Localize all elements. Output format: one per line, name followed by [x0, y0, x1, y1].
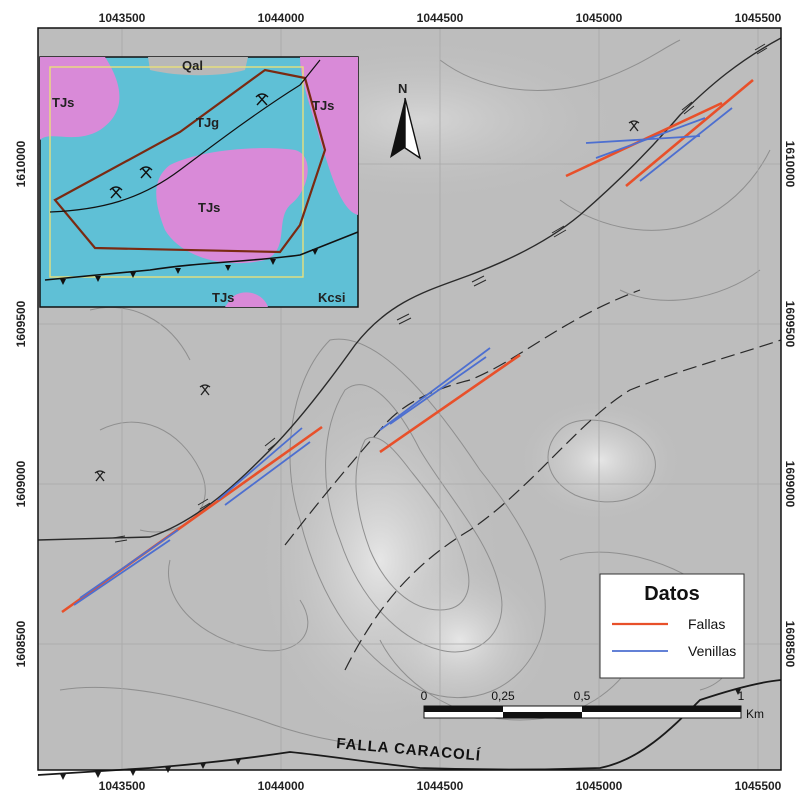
svg-text:1609000: 1609000 — [14, 460, 28, 507]
svg-text:1044500: 1044500 — [417, 779, 464, 793]
y-axis-right: 1610000 1609500 1609000 1608500 — [783, 141, 797, 668]
svg-text:1610000: 1610000 — [14, 140, 28, 187]
svg-text:TJs: TJs — [198, 200, 220, 215]
venillas-lines — [73, 107, 733, 606]
svg-text:1: 1 — [738, 689, 745, 703]
main-fault — [37, 37, 782, 541]
svg-text:1045000: 1045000 — [576, 11, 623, 25]
svg-text:TJs: TJs — [212, 290, 234, 305]
svg-text:1044500: 1044500 — [417, 11, 464, 25]
inferred-faults — [284, 289, 782, 671]
svg-text:0,5: 0,5 — [574, 689, 591, 703]
north-arrow: N — [390, 81, 422, 160]
svg-text:1045500: 1045500 — [735, 11, 782, 25]
svg-text:1608500: 1608500 — [783, 621, 797, 668]
svg-text:1608500: 1608500 — [14, 620, 28, 667]
svg-text:0: 0 — [421, 689, 428, 703]
x-axis-top: 1043500 1044000 1044500 1045000 1045500 — [99, 11, 782, 25]
legend-label-fallas: Fallas — [688, 616, 725, 632]
svg-text:Qal: Qal — [182, 58, 203, 73]
svg-text:1609000: 1609000 — [783, 461, 797, 508]
fault-offset-marks — [112, 43, 768, 543]
svg-text:1045000: 1045000 — [576, 779, 623, 793]
x-axis-bottom: 1043500 1044000 1044500 1045000 1045500 — [99, 779, 782, 793]
legend-label-venillas: Venillas — [688, 643, 736, 659]
svg-text:1044000: 1044000 — [258, 779, 305, 793]
svg-text:TJs: TJs — [312, 98, 334, 113]
svg-text:Km: Km — [746, 707, 764, 721]
svg-text:1045500: 1045500 — [735, 779, 782, 793]
inset-map: Qal TJs TJg TJs TJs TJs Kcsi — [39, 56, 359, 308]
svg-text:TJg: TJg — [196, 115, 219, 130]
mine-symbols — [94, 120, 640, 482]
legend: Datos Fallas Venillas — [599, 573, 745, 679]
svg-text:1609500: 1609500 — [14, 300, 28, 347]
svg-text:0,25: 0,25 — [491, 689, 515, 703]
scale-bar: 0 0,25 0,5 1 Km — [421, 689, 764, 721]
svg-text:1044000: 1044000 — [258, 11, 305, 25]
y-axis-left: 1610000 1609500 1609000 1608500 — [14, 140, 28, 667]
svg-text:1609500: 1609500 — [783, 301, 797, 348]
svg-text:1043500: 1043500 — [99, 11, 146, 25]
contour-lines — [59, 39, 771, 746]
svg-text:N: N — [398, 81, 407, 96]
svg-text:1043500: 1043500 — [99, 779, 146, 793]
svg-text:1610000: 1610000 — [783, 141, 797, 188]
svg-text:Kcsi: Kcsi — [318, 290, 345, 305]
svg-text:TJs: TJs — [52, 95, 74, 110]
legend-title: Datos — [644, 583, 700, 605]
